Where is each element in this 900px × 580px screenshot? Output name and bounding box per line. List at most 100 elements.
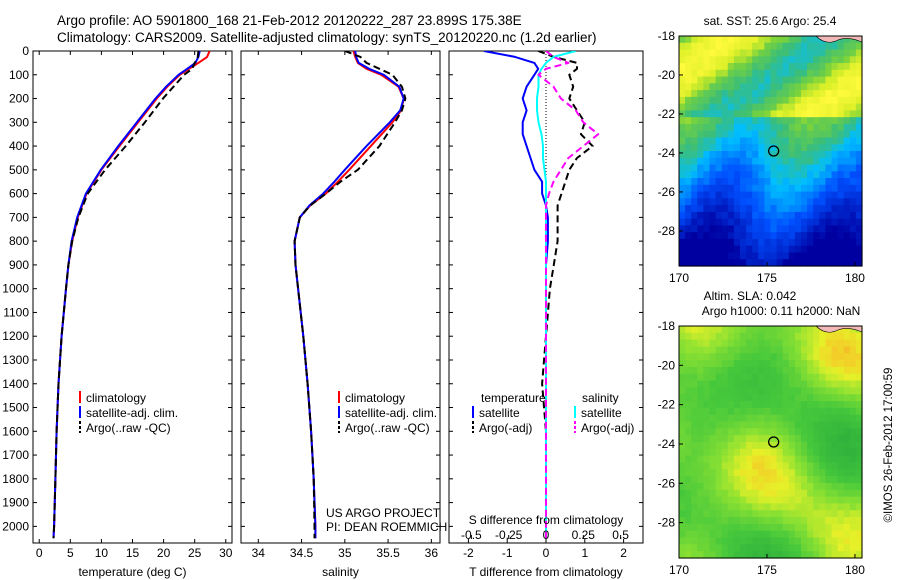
sla-map-cell: [770, 551, 778, 559]
sst-map-cell: [721, 218, 729, 227]
sst-map-cell: [813, 96, 820, 105]
sst-map-cell: [721, 245, 729, 254]
sla-map-cell: [721, 442, 729, 450]
sla-map-cell: [831, 428, 839, 436]
sla-map-cell: [807, 353, 814, 361]
sst-map-cell: [715, 184, 723, 193]
sst-map-cell: [752, 76, 759, 84]
sst-map-cell: [837, 36, 845, 44]
sst-map-cell: [825, 63, 833, 71]
sst-map-cell: [807, 171, 814, 179]
sla-map-cell: [813, 537, 820, 545]
sla-map-cell: [703, 387, 711, 395]
sla-map-cell: [770, 421, 778, 429]
sst-map-cell: [691, 252, 698, 260]
sst-map-cell: [855, 259, 863, 267]
sla-map-cell: [703, 332, 711, 341]
sla-map-cell: [776, 346, 784, 354]
sst-map-cell: [746, 56, 753, 64]
sla-map-cell: [740, 414, 747, 423]
sla-map-cell: [843, 537, 851, 545]
sst-map-cell: [825, 225, 833, 233]
sst-map-cell: [807, 56, 814, 64]
sst-map-cell: [691, 191, 698, 199]
sst-map-cell: [727, 225, 735, 233]
sst-map-cell: [697, 171, 704, 179]
sst-map-cell: [685, 83, 692, 91]
sst-map-cell: [837, 144, 845, 152]
sst-map-cell: [831, 130, 839, 139]
temperature-legend-satellite-label: satellite-adj. clim.: [86, 406, 178, 420]
sst-map-cell: [770, 36, 778, 44]
temperature-panel-frame: [32, 50, 233, 544]
sla-map-cell: [776, 353, 784, 361]
sla-map-cell: [758, 339, 765, 348]
sst-map-cell: [703, 96, 711, 105]
sla-map-cell: [849, 503, 857, 511]
sst-map-cell: [831, 205, 839, 213]
sla-map-cell: [685, 435, 692, 443]
sla-map-cell: [807, 489, 814, 498]
sla-map-cell: [813, 517, 820, 525]
sst-map-cell: [837, 130, 845, 139]
sla-map-cell: [733, 360, 741, 368]
sst-map-cell: [752, 63, 759, 71]
sla-map-cell: [788, 380, 796, 389]
sst-map-cell: [807, 117, 814, 125]
sst-map-cell: [782, 96, 790, 105]
sst-map-cell: [831, 96, 839, 105]
sla-map-cell: [819, 407, 826, 416]
sst-map-cell: [727, 171, 735, 179]
figure-title-line2: Climatology: CARS2009. Satellite-adjuste…: [57, 30, 597, 45]
sla-map-cell: [746, 421, 753, 429]
sla-map-cell: [727, 428, 735, 436]
sla-map-cell: [727, 530, 735, 539]
sla-map-cell: [837, 503, 845, 511]
sst-map-cell: [819, 184, 826, 193]
sla-map-cell: [740, 380, 747, 389]
sst-map-cell: [825, 49, 833, 57]
sla-map-cell: [740, 489, 747, 498]
sla-map-cell: [709, 510, 717, 518]
sst-map-cell: [807, 157, 814, 166]
sst-map-cell: [703, 178, 711, 186]
sla-map-cell: [776, 482, 784, 491]
sst-map-cell: [770, 130, 778, 139]
sst-map-cell: [697, 151, 704, 159]
sla-map-cell: [740, 496, 747, 505]
sst-map-cell: [801, 259, 808, 267]
sla-map-cell: [849, 346, 857, 354]
sst-map-cell: [679, 198, 686, 206]
sla-map-cell: [691, 517, 698, 525]
sst-map-cell: [801, 211, 808, 220]
sst-map-cell: [782, 171, 790, 179]
sst-map-cell: [746, 83, 753, 91]
sst-map-cell: [758, 110, 765, 118]
sla-map-cell: [746, 537, 753, 545]
sla-map-cell: [794, 435, 802, 443]
depth-tick-label: 1900: [2, 496, 29, 510]
sla-map-xtick-label: 175: [757, 563, 777, 577]
sla-map-cell: [825, 496, 833, 505]
sst-map-cell: [825, 205, 833, 213]
sla-map-cell: [709, 503, 717, 511]
sst-map-cell: [794, 191, 802, 199]
sst-map-cell: [746, 96, 753, 105]
sla-map-cell: [740, 332, 747, 341]
sla-map-cell: [782, 510, 790, 518]
sst-map-cell: [703, 198, 711, 206]
sst-map-cell: [727, 205, 735, 213]
sst-map-cell: [685, 69, 692, 78]
sla-map-cell: [727, 435, 735, 443]
sst-map-cell: [843, 252, 851, 260]
sst-map-cell: [703, 103, 711, 112]
sst-map-cell: [685, 238, 692, 247]
sla-map-cell: [697, 360, 704, 368]
sst-map-cell: [697, 225, 704, 233]
temperature-xtick-label: 15: [126, 546, 140, 560]
salinity-xtick-label: 34.5: [290, 546, 314, 560]
sla-map-cell: [715, 455, 723, 464]
sla-map-cell: [752, 346, 759, 354]
sla-map-cell: [764, 523, 772, 532]
sla-map-cell: [776, 551, 784, 559]
